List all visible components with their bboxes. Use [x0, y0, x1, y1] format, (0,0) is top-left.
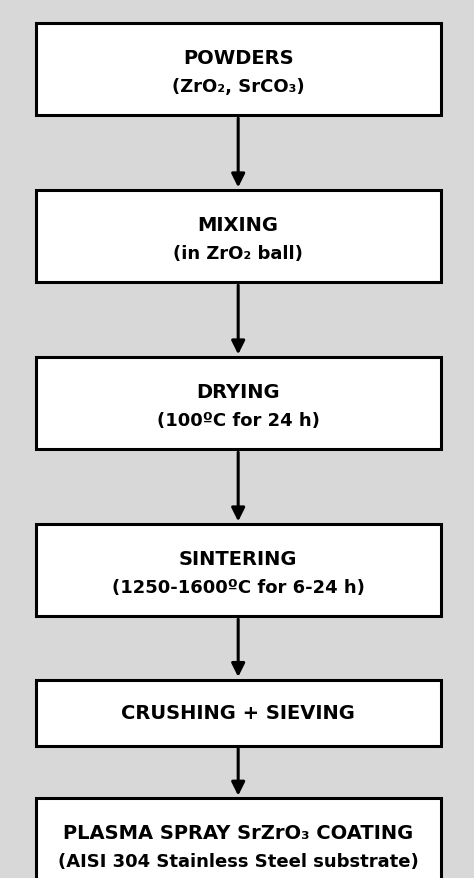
Text: MIXING: MIXING [198, 216, 279, 234]
Bar [36, 357, 441, 450]
Bar [36, 191, 441, 283]
Text: (ZrO₂, SrCO₃): (ZrO₂, SrCO₃) [172, 78, 304, 96]
Text: SINTERING: SINTERING [179, 550, 297, 568]
Text: (in ZrO₂ ball): (in ZrO₂ ball) [173, 245, 303, 263]
Text: POWDERS: POWDERS [183, 49, 293, 68]
Text: (1250-1600ºC for 6-24 h): (1250-1600ºC for 6-24 h) [112, 579, 365, 596]
Bar [36, 525, 441, 616]
Bar [36, 799, 441, 878]
Text: (100ºC for 24 h): (100ºC for 24 h) [157, 412, 319, 429]
Bar [36, 24, 441, 116]
Text: CRUSHING + SIEVING: CRUSHING + SIEVING [121, 703, 355, 723]
Text: (AISI 304 Stainless Steel substrate): (AISI 304 Stainless Steel substrate) [58, 853, 419, 870]
Bar [36, 680, 441, 746]
Text: DRYING: DRYING [196, 383, 280, 401]
Text: PLASMA SPRAY SrZrO₃ COATING: PLASMA SPRAY SrZrO₃ COATING [63, 824, 413, 842]
